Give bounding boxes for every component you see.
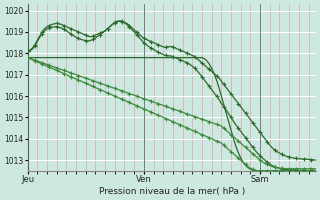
X-axis label: Pression niveau de la mer( hPa ): Pression niveau de la mer( hPa ) <box>99 187 245 196</box>
